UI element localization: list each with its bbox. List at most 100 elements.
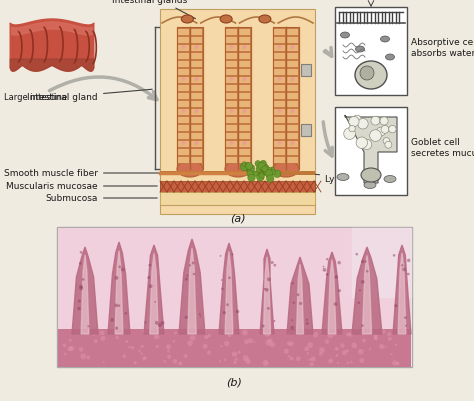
Circle shape [288, 332, 291, 335]
Circle shape [154, 301, 156, 303]
Polygon shape [322, 252, 342, 334]
Polygon shape [363, 256, 372, 334]
Circle shape [263, 360, 269, 366]
Circle shape [185, 316, 188, 319]
Circle shape [306, 352, 309, 355]
Circle shape [229, 110, 234, 114]
Circle shape [277, 78, 282, 82]
Bar [191, 60, 202, 67]
Circle shape [155, 345, 159, 348]
Circle shape [273, 264, 276, 267]
Circle shape [357, 302, 360, 304]
Circle shape [349, 117, 359, 128]
Circle shape [229, 142, 234, 146]
Circle shape [86, 356, 90, 360]
Bar [273, 36, 285, 43]
Circle shape [263, 169, 270, 176]
Bar [177, 140, 190, 147]
Ellipse shape [337, 174, 349, 181]
Bar [286, 148, 299, 155]
Bar [273, 60, 285, 67]
Bar [226, 156, 237, 163]
Circle shape [194, 142, 199, 146]
Bar [177, 116, 190, 123]
Bar [286, 140, 299, 147]
Circle shape [265, 168, 271, 174]
Circle shape [370, 130, 382, 142]
Circle shape [277, 110, 282, 114]
Circle shape [389, 126, 396, 134]
Bar [226, 108, 237, 115]
Bar [273, 124, 285, 131]
Polygon shape [12, 23, 92, 36]
Bar [238, 28, 250, 35]
Bar [191, 53, 202, 59]
Ellipse shape [356, 47, 365, 53]
Circle shape [402, 268, 406, 271]
Circle shape [287, 342, 291, 346]
Circle shape [392, 360, 398, 366]
Bar [273, 140, 285, 147]
Bar [177, 45, 190, 51]
Bar [286, 84, 299, 91]
Bar [301, 125, 311, 137]
Bar [160, 10, 315, 215]
Circle shape [273, 320, 275, 322]
Circle shape [262, 165, 269, 171]
Circle shape [395, 344, 397, 346]
Ellipse shape [273, 162, 299, 178]
Bar [238, 100, 250, 107]
Bar [286, 116, 299, 123]
Circle shape [78, 300, 81, 303]
Circle shape [309, 358, 311, 361]
Text: Muscularis mucosae: Muscularis mucosae [6, 182, 157, 191]
Circle shape [121, 268, 125, 272]
Circle shape [114, 276, 118, 280]
Bar [273, 92, 285, 99]
Circle shape [337, 261, 341, 265]
Bar [238, 36, 250, 43]
Bar [58, 229, 411, 366]
Circle shape [344, 128, 356, 140]
Bar [286, 60, 299, 67]
Circle shape [142, 356, 146, 360]
Circle shape [337, 362, 339, 364]
Circle shape [289, 356, 293, 360]
Circle shape [141, 345, 144, 348]
Ellipse shape [384, 176, 396, 183]
Circle shape [204, 330, 206, 332]
Polygon shape [150, 254, 158, 334]
Bar [286, 156, 299, 163]
Circle shape [243, 142, 246, 146]
Bar [273, 76, 285, 83]
Bar [177, 92, 190, 99]
Ellipse shape [385, 55, 394, 61]
Circle shape [346, 333, 349, 336]
Bar [226, 116, 237, 123]
Bar [225, 28, 251, 170]
Circle shape [174, 332, 177, 335]
Bar [238, 60, 250, 67]
Bar [177, 36, 190, 43]
Bar [177, 28, 203, 170]
Circle shape [247, 170, 251, 174]
Circle shape [221, 288, 224, 290]
Circle shape [289, 341, 294, 346]
Circle shape [349, 126, 356, 132]
Polygon shape [10, 60, 94, 72]
Circle shape [313, 332, 318, 338]
Circle shape [235, 358, 238, 361]
Circle shape [173, 340, 175, 343]
Bar [335, 8, 407, 96]
Bar [286, 28, 299, 35]
Bar [177, 68, 190, 75]
Bar [226, 100, 237, 107]
Ellipse shape [361, 168, 381, 182]
Circle shape [376, 128, 385, 137]
Polygon shape [108, 242, 130, 334]
Circle shape [340, 344, 345, 348]
Bar [226, 28, 237, 35]
Circle shape [401, 265, 403, 267]
Bar [238, 76, 250, 83]
Circle shape [242, 162, 247, 167]
